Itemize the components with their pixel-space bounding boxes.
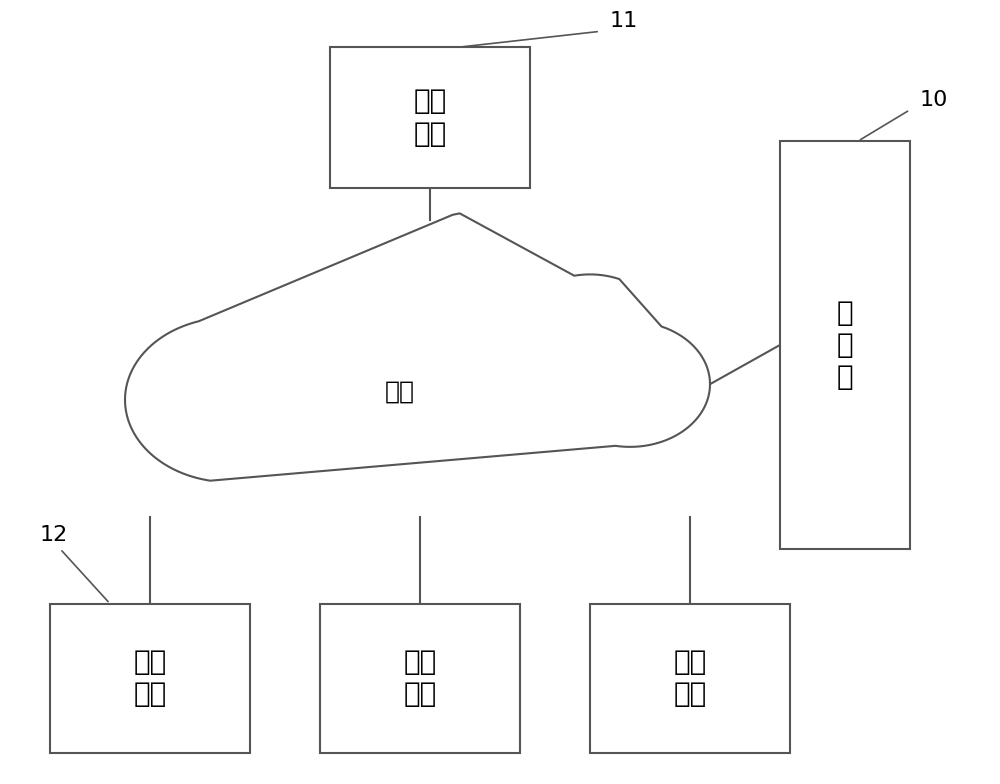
Text: 网络: 网络 bbox=[385, 380, 415, 404]
Text: 学生
终端: 学生 终端 bbox=[403, 648, 437, 709]
Circle shape bbox=[550, 321, 710, 447]
Circle shape bbox=[515, 274, 665, 392]
Text: 12: 12 bbox=[40, 524, 68, 545]
Circle shape bbox=[185, 357, 355, 490]
Circle shape bbox=[235, 235, 445, 400]
Bar bbox=[320, 604, 520, 753]
Text: 10: 10 bbox=[920, 89, 948, 110]
Text: 教师
终端: 教师 终端 bbox=[413, 87, 447, 148]
Text: 学生
终端: 学生 终端 bbox=[133, 648, 167, 709]
Circle shape bbox=[285, 255, 575, 482]
Text: 服
务
器: 服 务 器 bbox=[837, 299, 853, 391]
Text: 11: 11 bbox=[610, 11, 638, 31]
Circle shape bbox=[385, 212, 575, 361]
Circle shape bbox=[125, 318, 335, 482]
Circle shape bbox=[280, 376, 460, 517]
Bar bbox=[330, 47, 530, 188]
Circle shape bbox=[440, 361, 620, 502]
Text: 学生
终端: 学生 终端 bbox=[673, 648, 707, 709]
Bar bbox=[50, 604, 250, 753]
Bar bbox=[590, 604, 790, 753]
Bar bbox=[780, 141, 910, 549]
